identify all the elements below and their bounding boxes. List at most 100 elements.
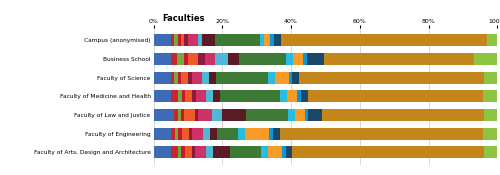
Bar	[245, 128, 262, 140]
Bar	[204, 53, 215, 65]
Bar	[474, 53, 498, 65]
Bar	[154, 109, 174, 121]
Bar	[212, 109, 222, 121]
Bar	[192, 146, 195, 158]
Bar	[487, 34, 498, 46]
Bar	[322, 109, 484, 121]
Bar	[268, 146, 275, 158]
Bar	[268, 72, 275, 84]
Bar	[298, 90, 301, 102]
Bar	[216, 128, 238, 140]
Bar	[178, 72, 182, 84]
Bar	[292, 72, 300, 84]
Bar	[206, 146, 212, 158]
Bar	[184, 34, 188, 46]
Bar	[154, 53, 170, 65]
Bar	[213, 90, 220, 102]
Bar	[206, 90, 213, 102]
Bar	[171, 146, 178, 158]
Bar	[154, 90, 171, 102]
Bar	[170, 34, 174, 46]
Bar	[198, 109, 212, 121]
Bar	[298, 109, 305, 121]
Bar	[178, 90, 182, 102]
Bar	[215, 53, 228, 65]
Bar	[324, 53, 474, 65]
Bar	[182, 90, 185, 102]
Bar	[185, 146, 192, 158]
Bar	[188, 34, 198, 46]
Bar	[174, 34, 178, 46]
Bar	[170, 53, 177, 65]
Bar	[154, 72, 171, 84]
Bar	[238, 53, 286, 65]
Bar	[174, 128, 178, 140]
Bar	[198, 34, 202, 46]
Bar	[202, 34, 215, 46]
Bar	[261, 146, 268, 158]
Bar	[260, 34, 264, 46]
Bar	[154, 146, 171, 158]
Bar	[307, 53, 324, 65]
Bar	[216, 34, 260, 46]
Bar	[290, 90, 298, 102]
Bar	[202, 128, 209, 140]
Bar	[182, 128, 188, 140]
Bar	[185, 90, 192, 102]
Bar	[188, 72, 192, 84]
Bar	[246, 109, 288, 121]
Bar	[300, 72, 484, 84]
Bar	[270, 34, 274, 46]
Bar	[174, 72, 178, 84]
Bar	[171, 128, 174, 140]
Bar	[178, 109, 181, 121]
Bar	[184, 109, 195, 121]
Bar	[181, 34, 184, 46]
Bar	[188, 53, 198, 65]
Bar	[296, 53, 304, 65]
Bar	[230, 146, 261, 158]
Bar	[484, 90, 498, 102]
Bar	[288, 109, 294, 121]
Bar	[188, 128, 192, 140]
Bar	[273, 128, 280, 140]
Bar	[282, 146, 286, 158]
Bar	[292, 146, 484, 158]
Bar	[484, 109, 498, 121]
Bar	[267, 34, 270, 46]
Bar	[301, 90, 308, 102]
Bar	[305, 109, 308, 121]
Bar	[308, 90, 484, 102]
Bar	[484, 128, 498, 140]
Bar	[293, 53, 296, 65]
Bar	[174, 109, 178, 121]
Bar	[171, 90, 178, 102]
Bar	[198, 53, 204, 65]
Bar	[222, 109, 246, 121]
Bar	[484, 72, 498, 84]
Bar	[196, 90, 206, 102]
Bar	[280, 90, 287, 102]
Bar	[280, 128, 484, 140]
Bar	[192, 72, 202, 84]
Bar	[210, 128, 216, 140]
Bar	[192, 90, 196, 102]
Bar	[178, 128, 182, 140]
Bar	[308, 109, 322, 121]
Bar	[228, 53, 238, 65]
Bar	[289, 72, 292, 84]
Bar	[220, 90, 280, 102]
Bar	[202, 72, 209, 84]
Bar	[282, 72, 289, 84]
Bar	[286, 146, 292, 158]
Bar	[262, 128, 270, 140]
Bar	[209, 72, 216, 84]
Bar	[192, 128, 202, 140]
Bar	[178, 53, 184, 65]
Bar	[195, 146, 205, 158]
Bar	[238, 128, 245, 140]
Bar	[184, 53, 188, 65]
Bar	[212, 146, 230, 158]
Bar	[178, 34, 181, 46]
Bar	[294, 109, 298, 121]
